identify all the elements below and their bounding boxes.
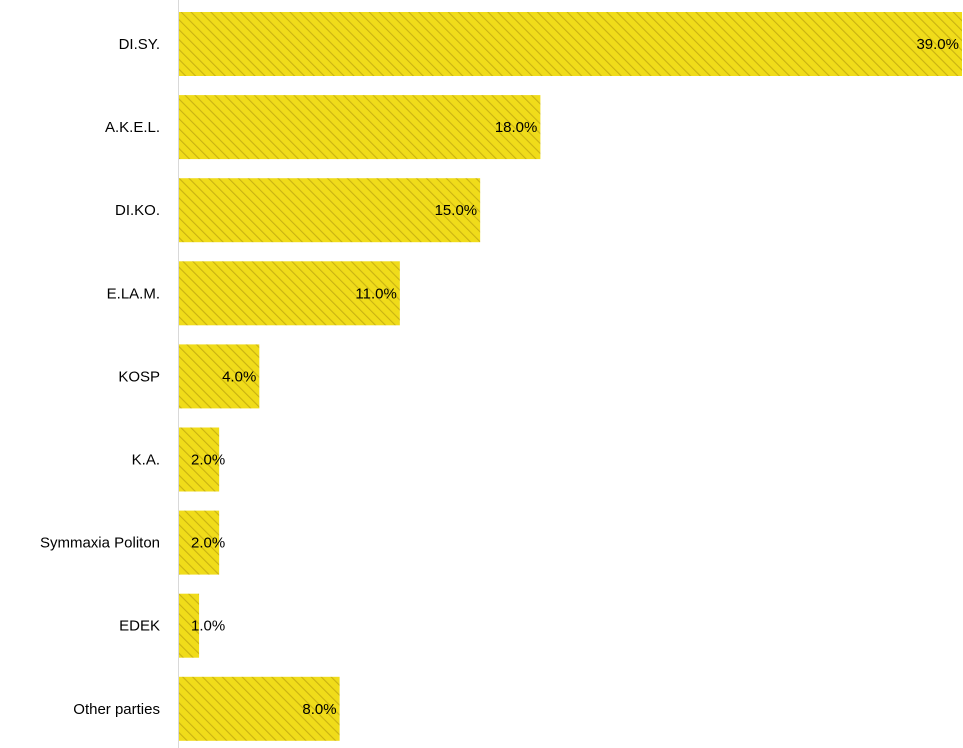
value-label: 15.0%: [435, 202, 478, 219]
bar-4: [179, 344, 260, 409]
category-label: Other parties: [73, 701, 160, 718]
value-label: 39.0%: [916, 36, 959, 53]
category-label: DI.KO.: [115, 202, 160, 219]
category-label: KOSP: [118, 368, 160, 385]
value-label: 1.0%: [191, 618, 225, 635]
bar-2: [179, 178, 481, 243]
value-label: 18.0%: [495, 119, 538, 136]
bar-3: [179, 261, 400, 326]
category-label: E.LA.M.: [107, 285, 160, 302]
value-label: 8.0%: [302, 701, 336, 718]
category-label: K.A.: [132, 452, 160, 469]
category-labels-group: DI.SY. A.K.E.L. DI.KO. E.LA.M. KOSP K.A. Symma…: [40, 36, 160, 718]
category-label: DI.SY.: [119, 36, 160, 53]
bar-8: [179, 676, 340, 741]
bar-6: [179, 510, 220, 575]
bar-1: [179, 95, 541, 160]
value-label: 4.0%: [222, 368, 256, 385]
bars-group: [179, 12, 962, 741]
bar-7: [179, 593, 200, 658]
value-labels-group: 39.0% 18.0% 15.0% 11.0% 4.0% 2.0% 2.0% 1.0% 8.0%: [191, 36, 959, 718]
category-label: Symmaxia Politon: [40, 535, 160, 552]
value-label: 11.0%: [355, 285, 396, 302]
category-label: A.K.E.L.: [105, 119, 160, 136]
bar-5: [179, 427, 220, 492]
value-label: 2.0%: [191, 535, 225, 552]
bar-0: [179, 12, 962, 76]
category-label: EDEK: [119, 618, 160, 635]
value-label: 2.0%: [191, 452, 225, 469]
